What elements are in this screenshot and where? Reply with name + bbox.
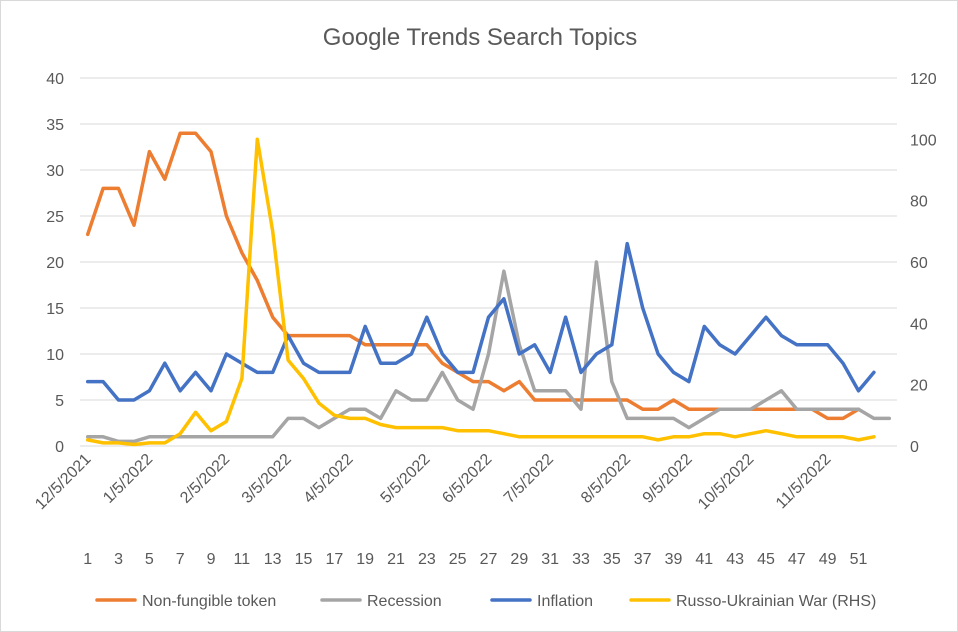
left-axis-ticks: 0 5 10 15 20 25 30 35 40 — [46, 71, 64, 456]
right-axis-tick-label: 0 — [910, 439, 919, 456]
date-axis-tick-label: 3/5/2022 — [239, 451, 295, 507]
x-axis-tick-label: 43 — [726, 551, 744, 568]
series-line — [85, 131, 861, 421]
right-axis-tick-label: 100 — [910, 132, 937, 149]
date-axis-tick-label: 12/5/2021 — [32, 451, 94, 513]
x-axis-tick-label: 9 — [207, 551, 216, 568]
gridlines — [80, 77, 897, 447]
legend-label: Recession — [367, 593, 442, 610]
date-axis-tick-label: 11/5/2022 — [773, 451, 835, 513]
date-axis-tick-label: 1/5/2022 — [100, 451, 156, 507]
left-axis-tick-label: 25 — [46, 209, 64, 226]
x-axis-tick-label: 23 — [418, 551, 436, 568]
x-axis-tick-label: 13 — [264, 551, 282, 568]
left-axis-tick-label: 20 — [46, 255, 64, 272]
x-axis-tick-label: 21 — [387, 551, 405, 568]
x-axis-tick-label: 11 — [234, 551, 251, 568]
x-axis-tick-label: 7 — [176, 551, 185, 568]
number-axis-ticks: 1 3 5 7 9 11 13 15 17 19 21 23 25 27 29 31 33 35 37 39 41 43 4… — [83, 551, 867, 568]
left-axis-tick-label: 10 — [46, 347, 64, 364]
x-axis-tick-label: 31 — [541, 551, 559, 568]
right-axis-ticks: 0 20 40 60 80 100 120 — [910, 71, 937, 456]
date-axis-tick-label: 9/5/2022 — [640, 451, 696, 507]
x-axis-tick-label: 19 — [356, 551, 374, 568]
x-axis-tick-label: 39 — [665, 551, 683, 568]
series-lines — [85, 131, 892, 447]
right-axis-tick-label: 40 — [910, 316, 928, 333]
series-line — [85, 241, 876, 402]
right-axis-tick-label: 60 — [910, 255, 928, 272]
right-axis-tick-label: 80 — [910, 194, 928, 211]
x-axis-tick-label: 37 — [634, 551, 652, 568]
legend-label: Non-fungible token — [142, 593, 276, 610]
date-axis-tick-label: 2/5/2022 — [177, 451, 233, 507]
series-line — [85, 260, 892, 444]
date-axis-tick-label: 4/5/2022 — [301, 451, 357, 507]
x-axis-tick-label: 5 — [145, 551, 154, 568]
date-axis-tick-label: 8/5/2022 — [578, 451, 634, 507]
date-axis-ticks: 12/5/2021 1/5/2022 2/5/2022 3/5/2022 4/5/202… — [32, 451, 834, 513]
x-axis-tick-label: 49 — [819, 551, 837, 568]
x-axis-tick-label: 25 — [449, 551, 467, 568]
x-axis-tick-label: 29 — [510, 551, 528, 568]
left-axis-tick-label: 40 — [46, 71, 64, 88]
right-axis-tick-label: 20 — [910, 378, 928, 395]
series-line — [85, 137, 876, 447]
x-axis-tick-label: 47 — [788, 551, 806, 568]
x-axis-tick-label: 33 — [572, 551, 590, 568]
x-axis-tick-label: 17 — [325, 551, 343, 568]
date-axis-tick-label: 5/5/2022 — [378, 451, 434, 507]
legend-label: Russo-Ukrainian War (RHS) — [676, 593, 876, 610]
date-axis-tick-label: 10/5/2022 — [695, 451, 757, 513]
left-axis-tick-label: 15 — [46, 301, 64, 318]
left-axis-tick-label: 0 — [55, 439, 64, 456]
date-axis-tick-label: 6/5/2022 — [439, 451, 495, 507]
x-axis-tick-label: 51 — [850, 551, 868, 568]
left-axis-tick-label: 35 — [46, 117, 64, 134]
x-axis-tick-label: 1 — [83, 551, 92, 568]
x-axis-tick-label: 15 — [295, 551, 313, 568]
left-axis-tick-label: 30 — [46, 163, 64, 180]
date-axis-tick-label: 7/5/2022 — [501, 451, 557, 507]
left-axis-tick-label: 5 — [55, 393, 64, 410]
right-axis-tick-label: 120 — [910, 71, 937, 88]
legend: Non-fungible token Recession Inflation Russ… — [95, 593, 876, 610]
x-axis-tick-label: 45 — [757, 551, 775, 568]
legend-label: Inflation — [537, 593, 593, 610]
chart-title: Google Trends Search Topics — [323, 24, 637, 51]
x-axis-tick-label: 35 — [603, 551, 621, 568]
x-axis-tick-label: 3 — [114, 551, 123, 568]
x-axis-tick-label: 27 — [480, 551, 498, 568]
x-axis-tick-label: 41 — [695, 551, 713, 568]
